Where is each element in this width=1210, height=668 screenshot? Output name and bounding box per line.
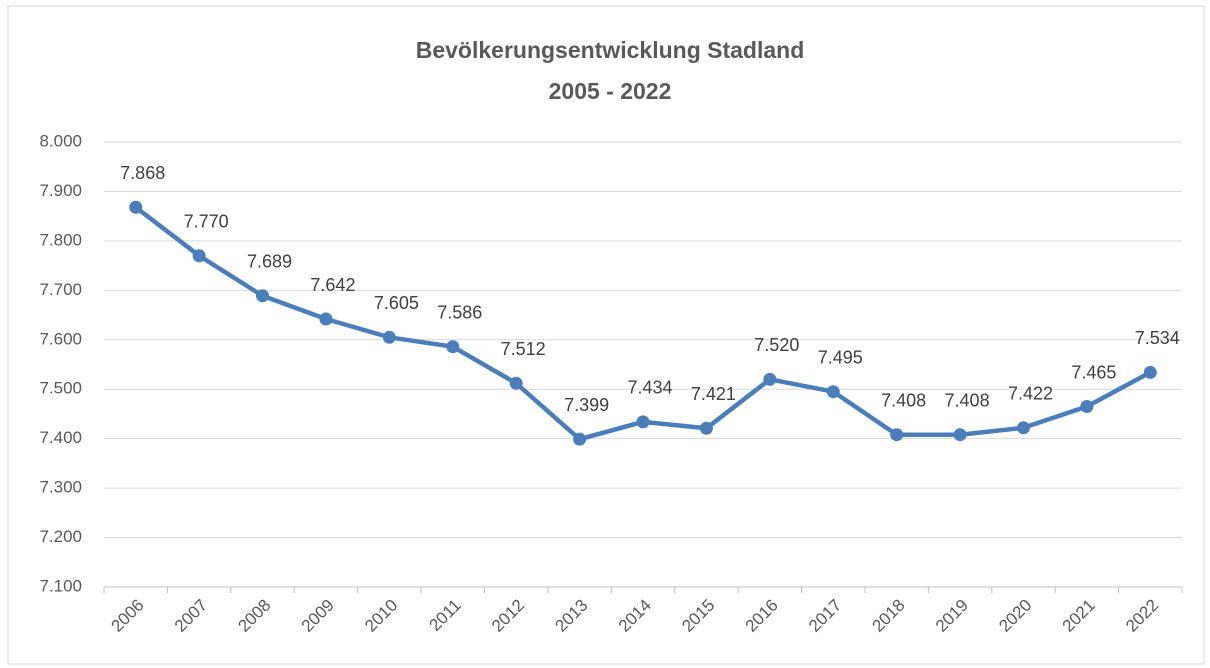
- chart-subtitle: 2005 - 2022: [549, 78, 672, 104]
- value-label: 7.422: [1008, 384, 1053, 404]
- point: [699, 421, 713, 435]
- y-tick-label: 7.500: [39, 379, 82, 398]
- value-label: 7.512: [501, 339, 546, 359]
- y-tick-label: 7.600: [39, 329, 82, 348]
- point: [1016, 421, 1030, 435]
- value-label: 7.434: [627, 378, 672, 398]
- value-label: 7.408: [945, 390, 990, 410]
- value-label: 7.868: [120, 163, 165, 183]
- point: [129, 200, 143, 214]
- y-tick-label: 7.100: [39, 576, 82, 595]
- point: [826, 385, 840, 399]
- point: [1080, 400, 1094, 414]
- value-label: 7.495: [818, 347, 863, 367]
- chart-title: Bevölkerungsentwicklung Stadland: [416, 37, 805, 63]
- point: [953, 428, 967, 442]
- value-label: 7.408: [881, 390, 926, 410]
- value-label: 7.770: [184, 211, 229, 231]
- value-label: 7.534: [1135, 328, 1180, 348]
- value-label: 7.642: [310, 275, 355, 295]
- point: [509, 376, 523, 390]
- point: [1143, 365, 1157, 379]
- point: [382, 330, 396, 344]
- value-label: 7.465: [1071, 362, 1116, 382]
- point: [319, 312, 333, 326]
- y-tick-label: 7.800: [39, 230, 82, 249]
- y-tick-label: 7.900: [39, 181, 82, 200]
- point: [763, 372, 777, 386]
- point: [636, 415, 650, 429]
- y-tick-label: 7.300: [39, 478, 82, 497]
- value-label: 7.586: [437, 302, 482, 322]
- value-label: 7.689: [247, 252, 292, 272]
- value-label: 7.421: [691, 384, 736, 404]
- value-label: 7.520: [754, 335, 799, 355]
- value-label: 7.605: [374, 293, 419, 313]
- point: [890, 428, 904, 442]
- point: [446, 340, 460, 354]
- point: [192, 249, 206, 263]
- chart-border: [7, 5, 1205, 665]
- value-label: 7.399: [564, 395, 609, 415]
- point: [573, 432, 587, 446]
- y-tick-label: 7.700: [39, 280, 82, 299]
- y-tick-label: 7.200: [39, 527, 82, 546]
- point: [256, 289, 270, 303]
- y-tick-label: 8.000: [39, 131, 82, 150]
- y-tick-label: 7.400: [39, 428, 82, 447]
